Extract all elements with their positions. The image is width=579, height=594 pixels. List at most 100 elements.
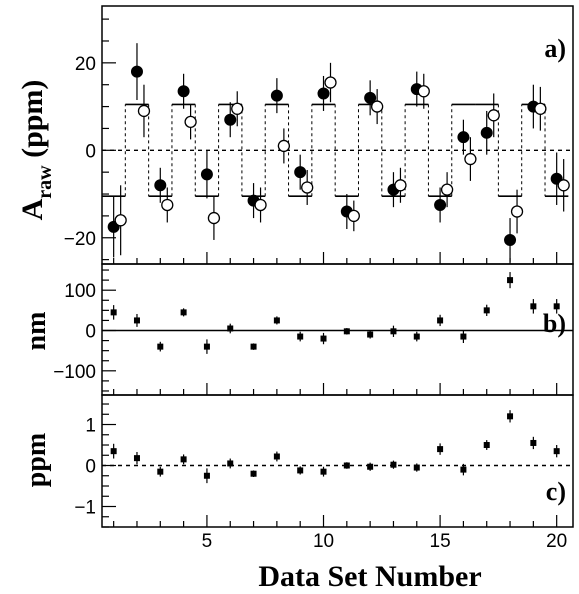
data-point-square bbox=[367, 463, 374, 470]
y-tick-label: −20 bbox=[64, 229, 96, 250]
x-tick-label: 15 bbox=[430, 531, 451, 552]
data-point-square bbox=[343, 462, 350, 469]
data-point-square bbox=[413, 333, 420, 340]
panel-frame bbox=[101, 263, 574, 396]
data-point-open bbox=[510, 205, 524, 218]
panel-a-ylabel: Araw (ppm) bbox=[16, 80, 56, 221]
data-point-filled bbox=[224, 113, 237, 126]
data-point-filled bbox=[434, 198, 447, 211]
panel-tag: b) bbox=[543, 309, 566, 338]
data-point-square bbox=[553, 303, 560, 310]
data-point-filled bbox=[317, 87, 330, 100]
data-point-square bbox=[157, 343, 164, 350]
data-point-square bbox=[250, 470, 257, 477]
data-point-square bbox=[203, 472, 210, 479]
data-point-square bbox=[227, 460, 234, 467]
data-point-filled bbox=[154, 179, 167, 192]
panel-b-ylabel: nm bbox=[21, 312, 52, 351]
x-tick-label: 5 bbox=[202, 531, 213, 552]
y-tick-label: 20 bbox=[75, 54, 96, 75]
data-point-square bbox=[133, 455, 140, 462]
y-tick-label: 0 bbox=[85, 457, 96, 478]
panel-b: −100 0 100 b) bbox=[53, 263, 574, 396]
data-point-square bbox=[110, 309, 117, 316]
panel-frame bbox=[101, 394, 574, 528]
data-point-square bbox=[390, 328, 397, 335]
data-point-open bbox=[114, 214, 127, 227]
data-point-open bbox=[487, 109, 500, 122]
data-point-square bbox=[157, 468, 164, 475]
data-point-open bbox=[417, 85, 430, 98]
data-point-square bbox=[413, 464, 420, 471]
data-point-open bbox=[370, 100, 384, 113]
data-point-open bbox=[184, 115, 197, 129]
data-point-square bbox=[297, 333, 304, 340]
data-point-open bbox=[161, 198, 174, 212]
data-point-open bbox=[347, 209, 360, 223]
y-tick-label: −100 bbox=[53, 362, 96, 383]
data-point-square bbox=[320, 468, 327, 475]
data-point-open bbox=[557, 179, 570, 192]
data-point-filled bbox=[457, 131, 470, 144]
data-point-square bbox=[390, 461, 397, 468]
data-point-open bbox=[440, 183, 454, 196]
data-point-filled bbox=[504, 233, 517, 246]
data-point-square bbox=[483, 442, 490, 449]
data-point-square bbox=[437, 446, 444, 453]
data-point-square bbox=[297, 467, 304, 474]
data-point-square bbox=[437, 317, 444, 324]
x-axis-title: Data Set Number bbox=[258, 560, 481, 593]
data-point-square bbox=[530, 303, 537, 310]
y-tick-label: 100 bbox=[64, 281, 96, 302]
data-point-square bbox=[203, 343, 210, 350]
panel-a: −20 0 20 a) bbox=[64, 5, 574, 265]
data-point-square bbox=[367, 331, 374, 338]
y-tick-label: 1 bbox=[85, 416, 96, 437]
data-point-square bbox=[507, 277, 514, 284]
y-tick-label: 0 bbox=[85, 141, 96, 162]
data-point-open bbox=[534, 102, 547, 115]
x-tick-label: 20 bbox=[546, 531, 567, 552]
data-point-open bbox=[207, 211, 221, 225]
data-point-filled bbox=[200, 168, 213, 181]
x-tick-label: 10 bbox=[313, 531, 334, 552]
data-point-square bbox=[530, 439, 537, 446]
data-point-square bbox=[110, 448, 117, 455]
data-point-square bbox=[460, 333, 467, 340]
data-point-open bbox=[231, 102, 244, 115]
data-point-filled bbox=[364, 91, 377, 104]
data-point-square bbox=[227, 325, 234, 332]
data-point-square bbox=[553, 448, 560, 455]
data-point-open bbox=[394, 179, 407, 192]
panel-frame bbox=[101, 5, 574, 265]
data-point-filled bbox=[480, 126, 493, 139]
data-point-square bbox=[133, 317, 140, 324]
data-point-square bbox=[273, 317, 280, 324]
data-point-filled bbox=[177, 85, 190, 98]
data-point-square bbox=[507, 413, 514, 420]
data-point-filled bbox=[130, 65, 143, 78]
data-point-filled bbox=[270, 89, 283, 102]
data-point-filled bbox=[294, 166, 307, 179]
data-point-square bbox=[483, 307, 490, 314]
panel-tag: a) bbox=[544, 34, 566, 63]
data-point-square bbox=[320, 335, 327, 342]
data-point-square bbox=[273, 453, 280, 460]
data-point-square bbox=[343, 328, 350, 335]
data-point-square bbox=[460, 466, 467, 473]
data-point-square bbox=[180, 456, 187, 463]
data-point-open bbox=[464, 152, 477, 166]
data-point-open bbox=[254, 198, 267, 212]
data-point-open bbox=[301, 181, 314, 194]
data-point-open bbox=[137, 104, 151, 118]
data-point-open bbox=[277, 139, 291, 153]
data-point-open bbox=[324, 76, 337, 89]
data-point-square bbox=[250, 343, 257, 350]
y-tick-label: 0 bbox=[85, 322, 96, 343]
y-tick-label: −1 bbox=[74, 498, 96, 519]
data-point-square bbox=[180, 309, 187, 316]
panel-c-ylabel: ppm bbox=[21, 433, 52, 487]
panel-tag: c) bbox=[546, 477, 566, 506]
